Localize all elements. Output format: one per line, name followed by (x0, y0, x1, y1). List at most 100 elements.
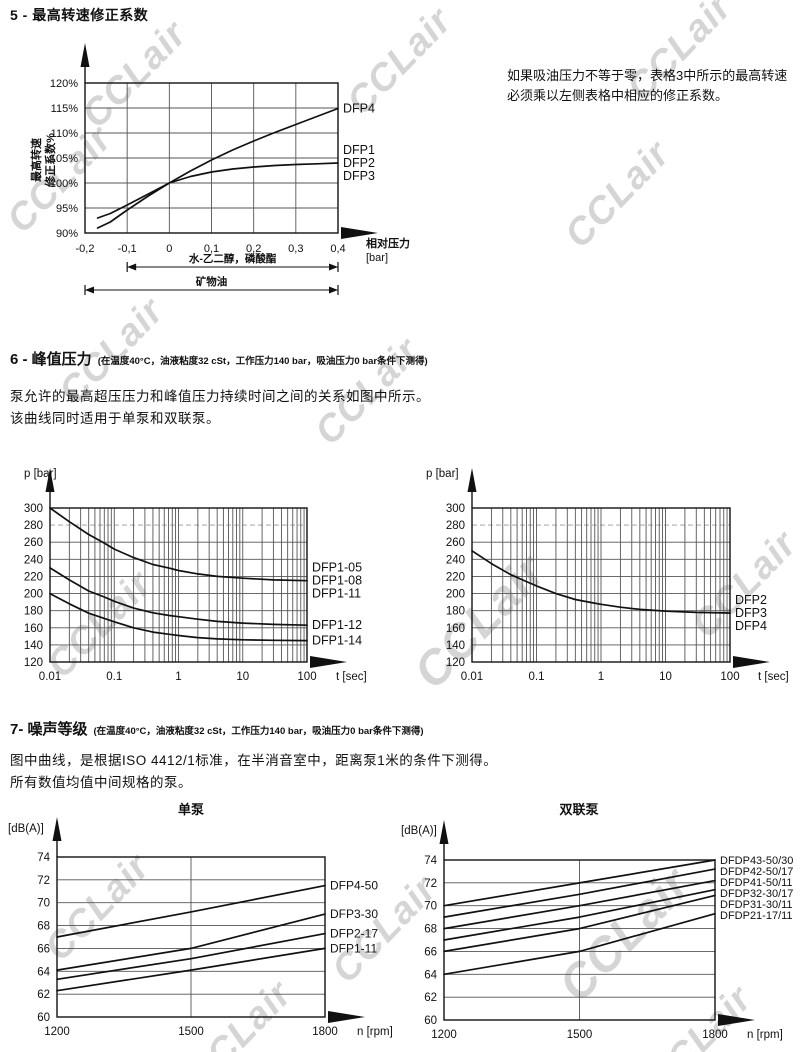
series-label: DFDP31-30/11 (720, 899, 793, 911)
y-tick-label: 72 (37, 875, 50, 887)
series-label: DFP1-12 (312, 618, 362, 632)
y-axis-label: p [bar] (24, 468, 57, 480)
y-tick-label: 110% (51, 128, 79, 140)
arrow-right-icon (329, 263, 338, 271)
section-6-subtitle: (在温度40°C，油液粘度32 cSt，工作压力140 bar，吸油压力0 ba… (97, 356, 428, 367)
section-7-title-text: 7- 噪声等级 (10, 721, 88, 738)
series-label: DFP3 (343, 169, 375, 183)
series-label: DFP3 (735, 606, 767, 620)
arrow-left-icon (85, 286, 94, 294)
y-tick-label: 100% (50, 178, 78, 190)
x-tick-label: 100 (720, 671, 739, 683)
x-axis-label: [bar] (366, 252, 388, 264)
y-tick-label: 70 (424, 901, 437, 913)
x-tick-label: 1200 (44, 1026, 70, 1038)
y-axis-arrow-icon (80, 43, 90, 67)
y-axis-arrow-icon (52, 817, 62, 841)
x-tick-label: 0.01 (39, 671, 61, 683)
y-tick-label: 120 (446, 657, 465, 669)
x-axis-label: n [rpm] (357, 1026, 393, 1038)
x-tick-label: 1500 (567, 1029, 593, 1041)
y-tick-label: 280 (446, 520, 465, 532)
section-6-body-line-2: 该曲线同时适用于单泵和双联泵。 (10, 411, 220, 426)
x-tick-label: 1 (175, 671, 181, 683)
series-label: DFDP21-17/11 (720, 910, 793, 922)
y-tick-label: 64 (424, 969, 437, 981)
series-label: DFDP43-50/30 (720, 855, 793, 867)
series-line (471, 549, 731, 614)
series-line (443, 868, 716, 918)
x-axis-label: n [rpm] (747, 1029, 783, 1041)
y-tick-label: 66 (37, 943, 50, 955)
plot-border (49, 507, 308, 663)
y-tick-label: 160 (24, 623, 43, 635)
y-tick-label: 140 (446, 640, 465, 652)
y-tick-label: 62 (424, 992, 437, 1004)
y-tick-label: 220 (446, 571, 465, 583)
y-tick-label: 120% (50, 78, 78, 90)
chart-title: 双联泵 (559, 802, 598, 817)
y-tick-label: 68 (424, 924, 437, 936)
x-tick-label: 100 (297, 671, 316, 683)
series-label: DFP1-08 (312, 574, 362, 588)
y-tick-label: 115% (51, 103, 79, 115)
chart-peak-pressure-single: 120 140 160 180 200 220 240 260 280 300 0.01 0.1 1 10… (24, 468, 367, 683)
y-tick-label: 220 (24, 571, 43, 583)
x-tick-label: -0,2 (76, 243, 95, 255)
x-axis-arrow-icon (341, 227, 378, 239)
section-6-title-text: 6 - 峰值压力 (10, 351, 92, 368)
x-tick-label: 0 (166, 243, 172, 255)
series-line (56, 884, 326, 938)
series-label: DFP1 (343, 143, 375, 157)
series-line (443, 888, 716, 941)
y-tick-label: 64 (37, 966, 50, 978)
y-tick-label: 200 (446, 589, 465, 601)
chart-noise-single-pump: 60 62 64 66 68 70 72 74 1200 1500 1800 n [rpm] [dB(A… (8, 802, 393, 1038)
series-label: DFDP42-50/17 (720, 866, 793, 878)
x-axis-label: t [sec] (758, 671, 789, 683)
y-tick-label: 66 (424, 946, 437, 958)
section-5-title: 5 - 最高转速修正系数 (10, 7, 149, 23)
section-5-note: 如果吸油压力不等于零，表格3中所示的最高转速 必须乘以左侧表格中相应的修正系数。 (507, 66, 797, 106)
chart-title: 单泵 (178, 802, 204, 817)
y-tick-label: 60 (37, 1012, 50, 1024)
y-tick-label: 95% (56, 203, 78, 215)
series-label: DFDP32-30/17 (720, 888, 793, 900)
x-axis-arrow-icon (328, 1011, 365, 1023)
y-axis-label: [dB(A)] (401, 825, 437, 837)
y-tick-label: 160 (446, 623, 465, 635)
series-line (443, 894, 716, 953)
noise-tandem-pump-grid (444, 859, 715, 1021)
peak-pressure-dfp1-grid (49, 507, 308, 663)
series-label: DFP4 (343, 102, 375, 116)
series-line (49, 567, 308, 627)
y-axis-label: [dB(A)] (8, 823, 44, 835)
max-speed-correction-grid (84, 82, 339, 234)
series-label: DFP1-05 (312, 561, 362, 575)
series-label: DFP3-30 (330, 907, 378, 921)
series-line (96, 107, 339, 229)
section-6-body: 泵允许的最高超压压力和峰值压力持续时间之间的关系如图中所示。 该曲线同时适用于单… (10, 386, 430, 430)
series-line (49, 592, 308, 642)
x-tick-label: 1800 (702, 1029, 728, 1041)
chart-peak-pressure-tandem: 120 140 160 180 200 220 240 260 280 300 0.01 0.1 1 10… (426, 468, 789, 683)
section-6-body-line-1: 泵允许的最高超压压力和峰值压力持续时间之间的关系如图中所示。 (10, 389, 430, 404)
y-tick-label: 120 (24, 657, 43, 669)
note-line-1: 如果吸油压力不等于零，表格3中所示的最高转速 (507, 68, 788, 83)
y-tick-label: 260 (24, 537, 43, 549)
y-tick-label: 240 (446, 554, 465, 566)
x-tick-label: -0,1 (118, 243, 137, 255)
y-axis-label: 最高转速 (29, 138, 43, 182)
y-tick-label: 300 (446, 503, 465, 515)
x-tick-label: 0.1 (529, 671, 545, 683)
y-tick-label: 280 (24, 520, 43, 532)
y-tick-label: 72 (424, 878, 437, 890)
section-7-body: 图中曲线，是根据ISO 4412/1标准，在半消音室中，距离泵1米的条件下测得。… (10, 750, 497, 794)
x-tick-label: 0,1 (204, 243, 219, 255)
y-tick-label: 74 (424, 855, 437, 867)
x-tick-label: 0,2 (246, 243, 261, 255)
y-tick-label: 260 (446, 537, 465, 549)
peak-pressure-dfp2-dfp3-dfp4-grid (471, 507, 731, 663)
